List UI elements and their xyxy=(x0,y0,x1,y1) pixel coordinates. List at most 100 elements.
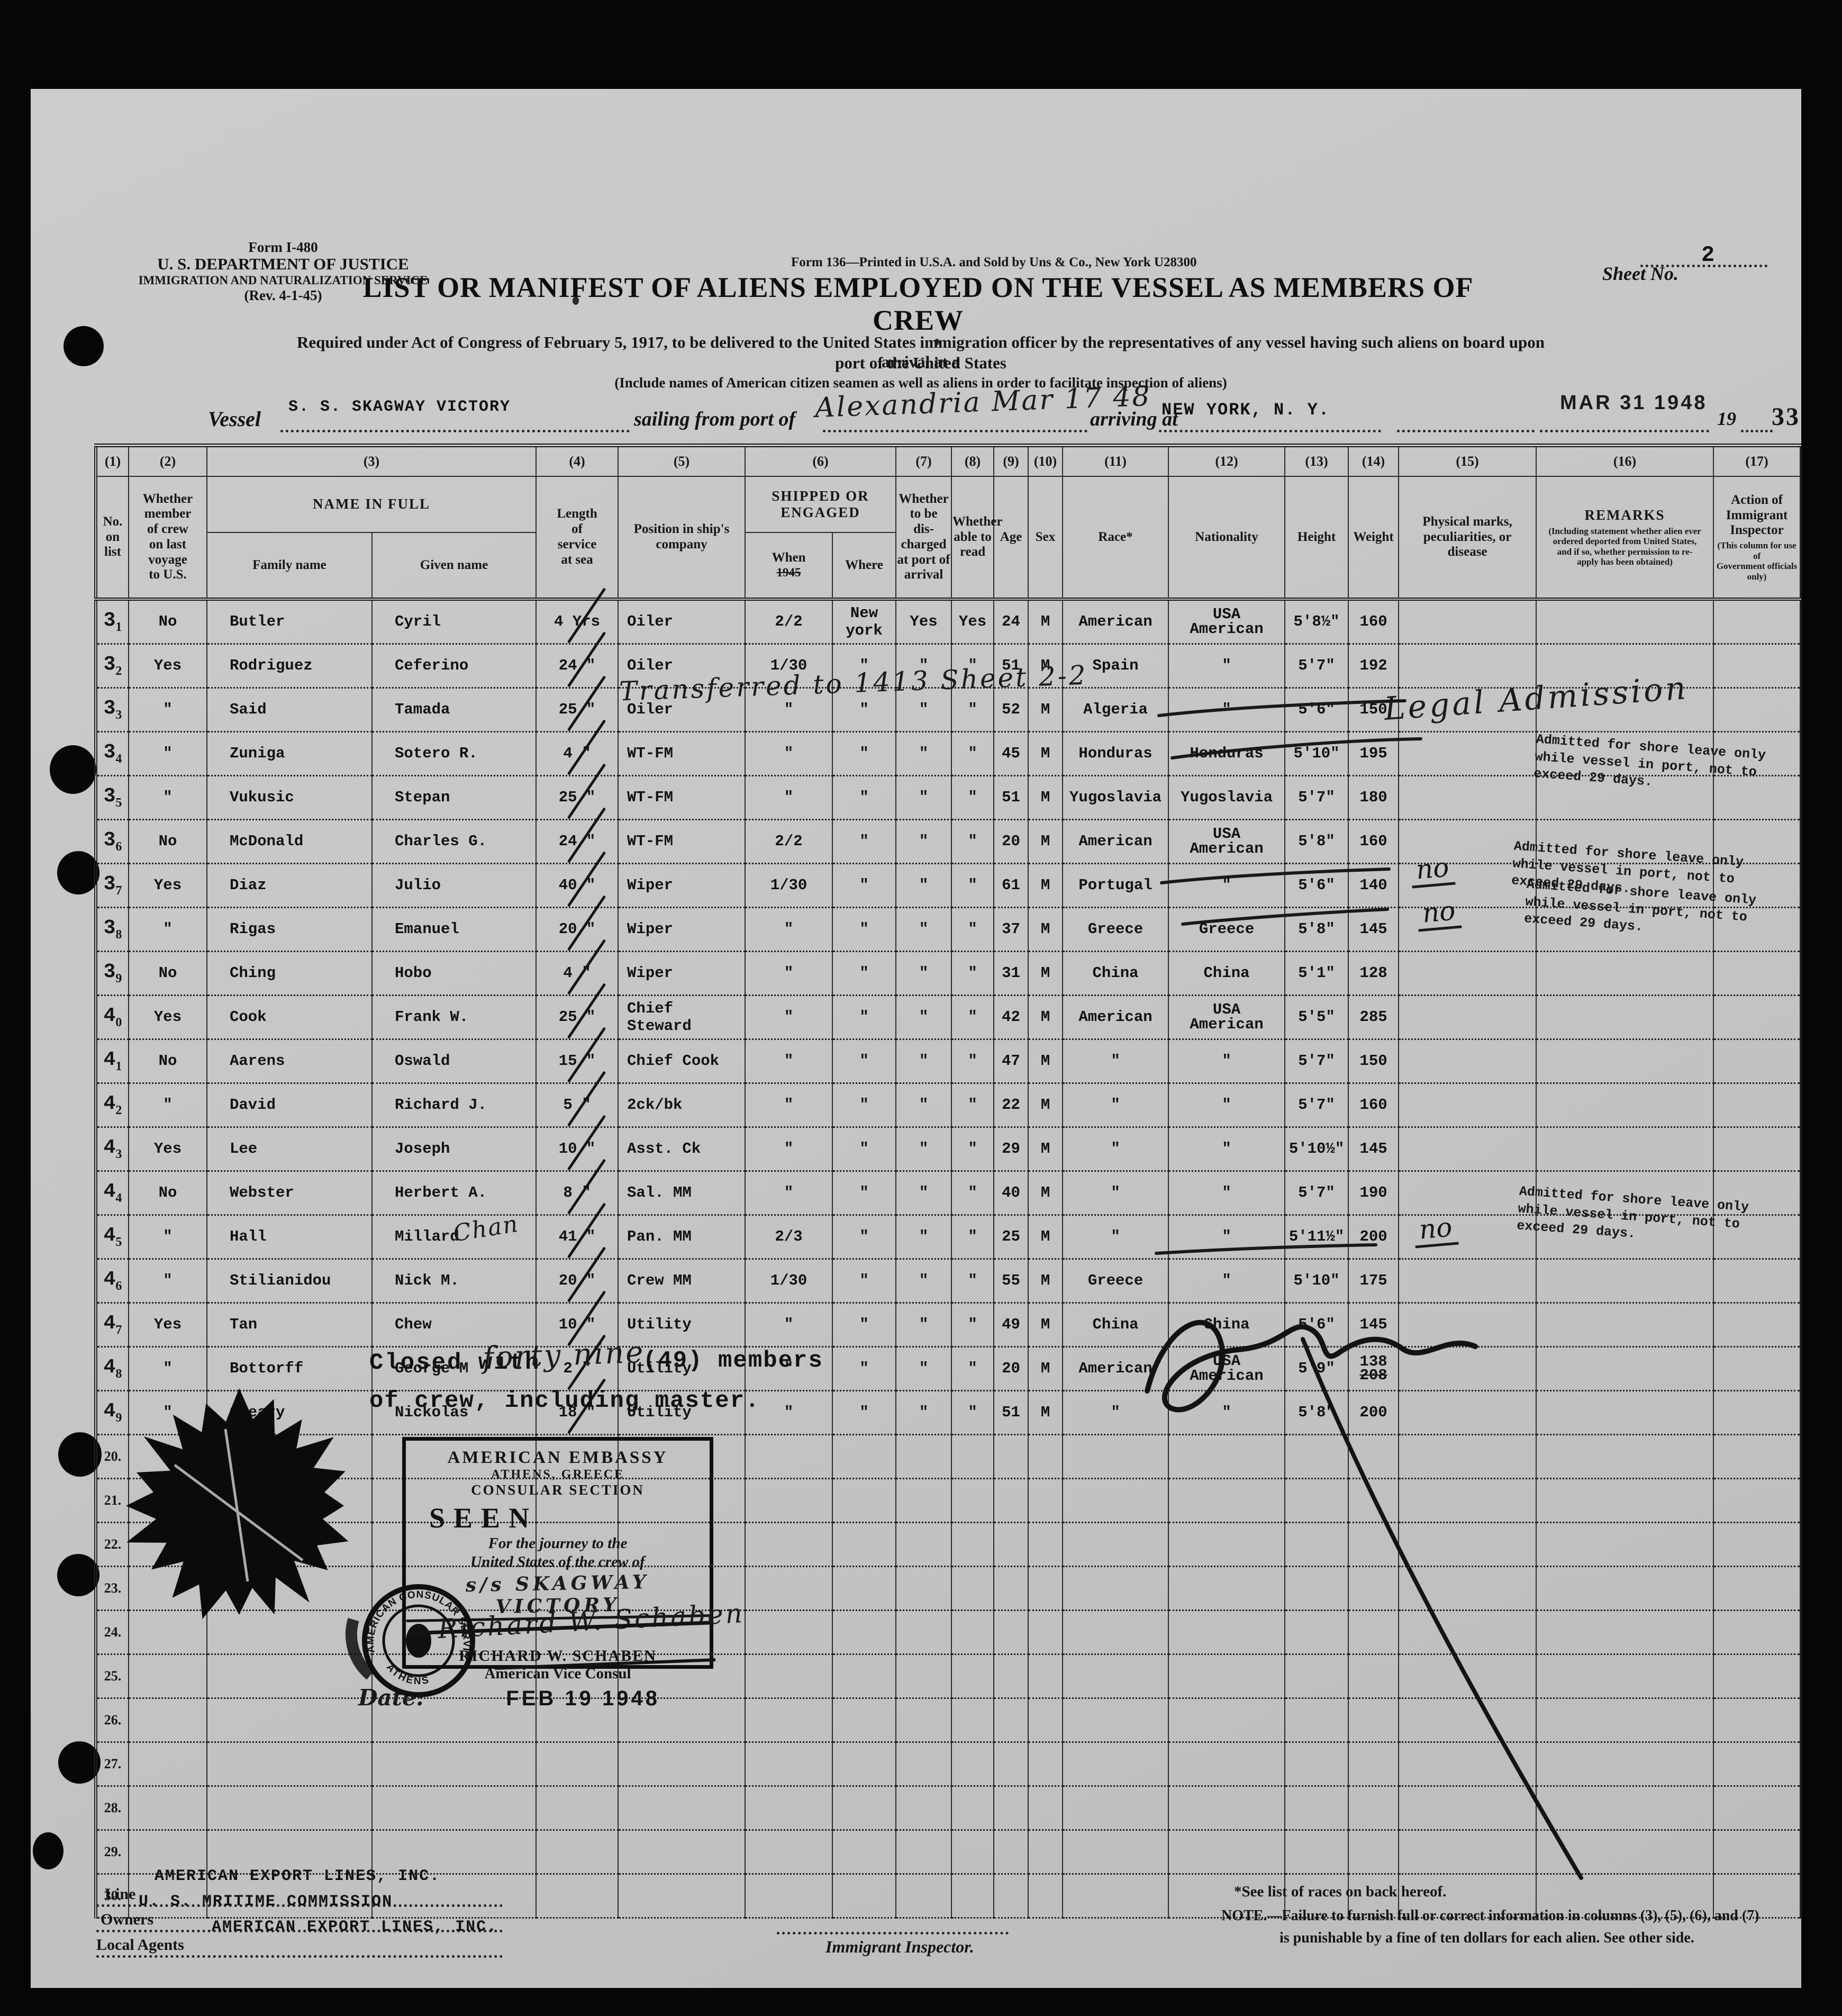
col-num-10: (10) xyxy=(1028,445,1064,476)
embassy-line2: ATHENS, GREECE xyxy=(491,1468,625,1481)
cell-weight: 192 xyxy=(1348,644,1399,689)
col-num-17: (17) xyxy=(1713,445,1802,476)
cell-no: 47 xyxy=(95,1303,129,1348)
cell-service: 20 " xyxy=(536,895,619,952)
cell-where: " xyxy=(832,1083,896,1128)
col-sublabel-given: Given name xyxy=(371,531,537,601)
cell-when: " xyxy=(745,731,833,776)
cell-member: No xyxy=(128,819,207,864)
col-num-6: (6) xyxy=(745,445,897,476)
cell-sex: M xyxy=(1028,819,1063,864)
cell-when: " xyxy=(745,1171,833,1216)
cell-height: 5'5" xyxy=(1284,995,1349,1040)
crew-row-45: 45 " Hall Millard 41 " Pan. MM 2/3 " " " 25 M " " 5'11… xyxy=(95,1203,1801,1260)
cell-no: 33 xyxy=(95,688,129,733)
cell-family-name: Cleary xyxy=(206,1390,372,1435)
cell-given-name: Millard xyxy=(371,1215,537,1260)
cell-when: " xyxy=(745,951,833,996)
cell-given-name: Joseph xyxy=(371,1127,537,1172)
cell-height: 5'7" xyxy=(1284,1083,1349,1128)
cell-where: " xyxy=(832,1303,896,1348)
cell-position: Sal. MM xyxy=(618,1171,746,1216)
cell-remarks xyxy=(1536,731,1714,776)
crew-row-46: 46 " Stilianidou Nick M. 20 " Crew MM 1/30 " " " 5… xyxy=(95,1246,1801,1304)
col-label-member: Whether member of crew on last voyage to… xyxy=(128,476,207,601)
column-number-row: (1) (2) (3) (4) (5) (6) (7) (8) (9) (10)… xyxy=(95,445,1802,476)
cell-remarks xyxy=(1536,1215,1714,1260)
cell-no: 24. xyxy=(95,1610,129,1655)
cell-sex: M xyxy=(1028,775,1063,820)
cell-discharged: " xyxy=(895,1303,952,1348)
col-label-no: No. on list xyxy=(95,476,129,601)
cell-discharged: " xyxy=(895,1127,952,1172)
cell-age: 40 xyxy=(993,1171,1029,1216)
cell-position: Utility xyxy=(618,1346,746,1391)
cell-discharged: Yes xyxy=(895,599,952,645)
cell-no: 37 xyxy=(95,863,129,908)
cell-age: 20 xyxy=(993,1346,1029,1391)
cell-where: " xyxy=(832,951,896,996)
crew-row-37: 37 Yes Diaz Julio 40 " Wiper 1/30 " " " 61 M Portuga… xyxy=(95,851,1801,908)
col-num-5: (5) xyxy=(618,445,746,476)
cell-no: 31 xyxy=(95,599,129,645)
cell-when: 2/2 xyxy=(745,819,833,864)
cell-weight: 145 xyxy=(1348,907,1399,952)
cell-action xyxy=(1713,863,1801,908)
year-prefix: 19 xyxy=(1717,408,1736,429)
include-note: (Include names of American citizen seame… xyxy=(614,375,1227,391)
cell-no: 21. xyxy=(95,1478,129,1523)
cell-sex: M xyxy=(1028,907,1063,952)
cell-given-name: Nickolas xyxy=(371,1390,537,1435)
cell-when: " xyxy=(745,688,833,733)
cell-when: " xyxy=(745,1303,833,1348)
cell-sex: M xyxy=(1028,1390,1063,1435)
cell-discharged: " xyxy=(895,1346,952,1391)
cell-marks xyxy=(1398,1346,1537,1391)
cell-action xyxy=(1713,599,1801,645)
cell-nationality: " xyxy=(1168,1039,1285,1084)
punch-hole xyxy=(57,1554,99,1596)
cell-discharged: " xyxy=(895,863,952,908)
cell-position: Utility xyxy=(618,1390,746,1435)
stamp-date-row: Date: FEB 19 1948 xyxy=(358,1685,710,1711)
cell-marks xyxy=(1398,1039,1537,1084)
cell-service: 24 " xyxy=(536,807,619,864)
cell-position: Oiler xyxy=(618,599,746,645)
page-number-stamp: 33 xyxy=(1772,403,1800,431)
cell-member: " xyxy=(128,907,207,952)
cell-no: 41 xyxy=(95,1039,129,1084)
cell-no: 29. xyxy=(95,1830,129,1875)
cell-member: " xyxy=(128,1215,207,1260)
cell-when: 2/3 xyxy=(745,1215,833,1260)
penalty-note-2: is punishable by a fine of ten dollars f… xyxy=(1280,1930,1694,1946)
cell-no: 25. xyxy=(95,1654,129,1699)
cell-no: 38 xyxy=(95,907,129,952)
cell-remarks xyxy=(1536,1390,1714,1435)
cell-given-name: Oswald xyxy=(371,1039,537,1084)
col-num-11: (11) xyxy=(1062,445,1169,476)
cell-read: " xyxy=(951,819,994,864)
remarks-note: (Including statement whether alien ever … xyxy=(1548,526,1701,567)
cell-family-name: Diaz xyxy=(206,863,372,908)
cell-position: Oiler xyxy=(618,688,746,733)
no-handwriting-2: no xyxy=(1415,894,1462,932)
cell-no: 46 xyxy=(95,1259,129,1304)
cell-age: 20 xyxy=(993,819,1029,864)
cell-member: Yes xyxy=(128,644,207,689)
cell-height: 5'8½" xyxy=(1284,599,1349,645)
cell-no: 49 xyxy=(95,1390,129,1435)
cell-no: 39 xyxy=(95,951,129,996)
cell-family-name: Cook xyxy=(206,995,372,1040)
col-num-4: (4) xyxy=(536,445,619,476)
cell-where: " xyxy=(832,995,896,1040)
cell-discharged: " xyxy=(895,995,952,1040)
sheet-no-line xyxy=(1640,265,1767,267)
cell-service: 24 " xyxy=(536,631,619,689)
cell-nationality: USA American xyxy=(1168,995,1285,1040)
cell-age: 25 xyxy=(993,1215,1029,1260)
cell-marks xyxy=(1398,1171,1537,1216)
col-label-action: Action of Immigrant Inspector (This colu… xyxy=(1713,476,1802,601)
cell-where: " xyxy=(832,1215,896,1260)
cell-marks xyxy=(1398,1303,1537,1348)
